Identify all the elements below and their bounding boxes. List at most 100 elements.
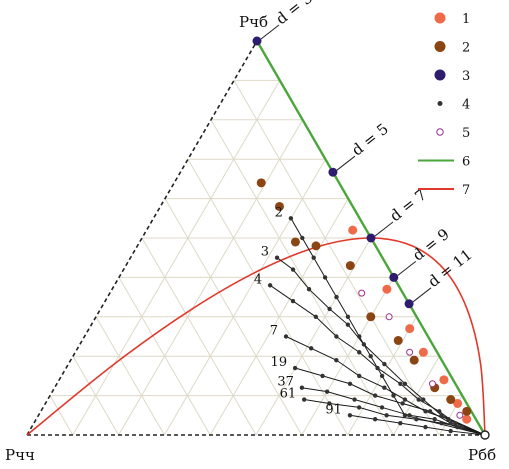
point-series-1 [453,398,463,408]
curve-label-19: 19 [271,355,288,370]
point-series-5 [456,411,464,419]
point-series-4 [421,397,426,402]
point-series-4 [382,385,387,390]
point-series-4 [347,413,353,418]
point-series-4 [301,397,307,402]
curve-label-37: 37 [277,375,294,390]
point-series-5 [358,289,366,297]
point-series-4 [290,267,296,272]
point-series-4 [423,424,428,430]
grid-line [187,158,349,436]
point-series-4 [327,306,332,312]
grid-line [49,395,74,436]
legend-label-6: 6 [462,155,470,170]
point-series-4 [427,409,433,414]
curve-label-7: 7 [270,324,278,339]
point-series-4 [423,409,428,414]
point-series-3 [252,36,262,46]
point-series-4 [453,420,458,426]
point-series-4 [357,350,362,355]
point-series-4 [372,417,378,422]
point-series-4 [402,413,408,418]
d-label-leader [412,287,432,303]
point-series-4 [345,322,351,327]
point-series-4 [334,357,339,363]
point-series-4 [267,283,273,288]
point-series-2 [311,241,321,251]
point-series-4 [345,314,351,319]
point-series-4 [290,298,296,304]
point-series-2 [366,312,376,322]
point-series-4 [368,354,373,359]
d-label: d = 7 [386,186,430,226]
legend-marker-2 [434,41,446,52]
point-series-2 [345,261,355,271]
point-series-1 [405,324,415,334]
point-series-4 [416,397,421,402]
grid-lines [49,79,463,436]
red-curve [26,237,486,436]
point-series-4 [334,294,339,300]
legend-marker-1 [434,12,446,24]
point-series-4 [384,413,389,418]
d-label-leader [260,24,280,40]
point-series-4 [311,255,316,260]
vertex-label-bottom-left: Рчч [5,446,35,464]
point-series-4 [402,397,408,402]
curve-2 [290,218,486,436]
vertex-label-bottom-right: Рбб [468,446,496,464]
legend-marker-4 [437,101,443,106]
point-series-4 [398,381,403,386]
point-series-4 [327,401,332,406]
curve-91 [349,414,486,436]
legend-label-2: 2 [462,41,470,56]
grid-line [118,277,211,436]
legend-label-7: 7 [462,183,470,198]
point-series-4 [292,365,298,371]
d-label-leader [336,155,356,171]
point-series-3 [328,167,338,177]
d-label: d = 5 [348,120,392,160]
point-series-4 [300,235,305,241]
point-series-4 [446,417,451,422]
point-series-4 [439,420,444,426]
point-series-4 [400,401,405,406]
point-series-4 [352,397,357,402]
point-series-4 [459,424,465,430]
curve-19 [294,367,486,436]
point-series-2 [274,201,284,211]
point-series-4 [357,334,362,339]
point-series-4 [299,385,305,390]
point-series-4 [379,405,385,410]
point-series-4 [356,405,362,410]
point-series-4 [379,373,385,379]
point-series-5 [406,348,414,356]
curve-label-2: 2 [275,205,283,220]
point-series-2 [446,395,456,405]
point-series-4 [437,409,442,414]
point-series-4 [313,314,319,319]
point-series-4 [448,420,453,426]
point-series-4 [372,393,378,398]
legend-label-3: 3 [462,69,470,84]
point-series-4 [455,424,460,430]
point-series-4 [283,334,289,339]
d-label: d = 3 [272,0,316,28]
point-series-4 [334,334,339,339]
point-series-4 [274,255,280,260]
point-series-2 [290,237,300,247]
point-series-4 [347,381,353,386]
point-series-4 [288,216,294,221]
point-series-4 [439,413,444,418]
d-label-leader [397,261,417,276]
point-series-1 [462,414,472,424]
vertex-marker [480,430,490,440]
point-series-3 [366,233,376,243]
grid-line [233,80,440,436]
point-series-2 [409,355,419,365]
point-series-2 [256,178,266,188]
point-series-4 [357,373,362,379]
grid-line [255,237,372,436]
grid-line [72,80,281,436]
